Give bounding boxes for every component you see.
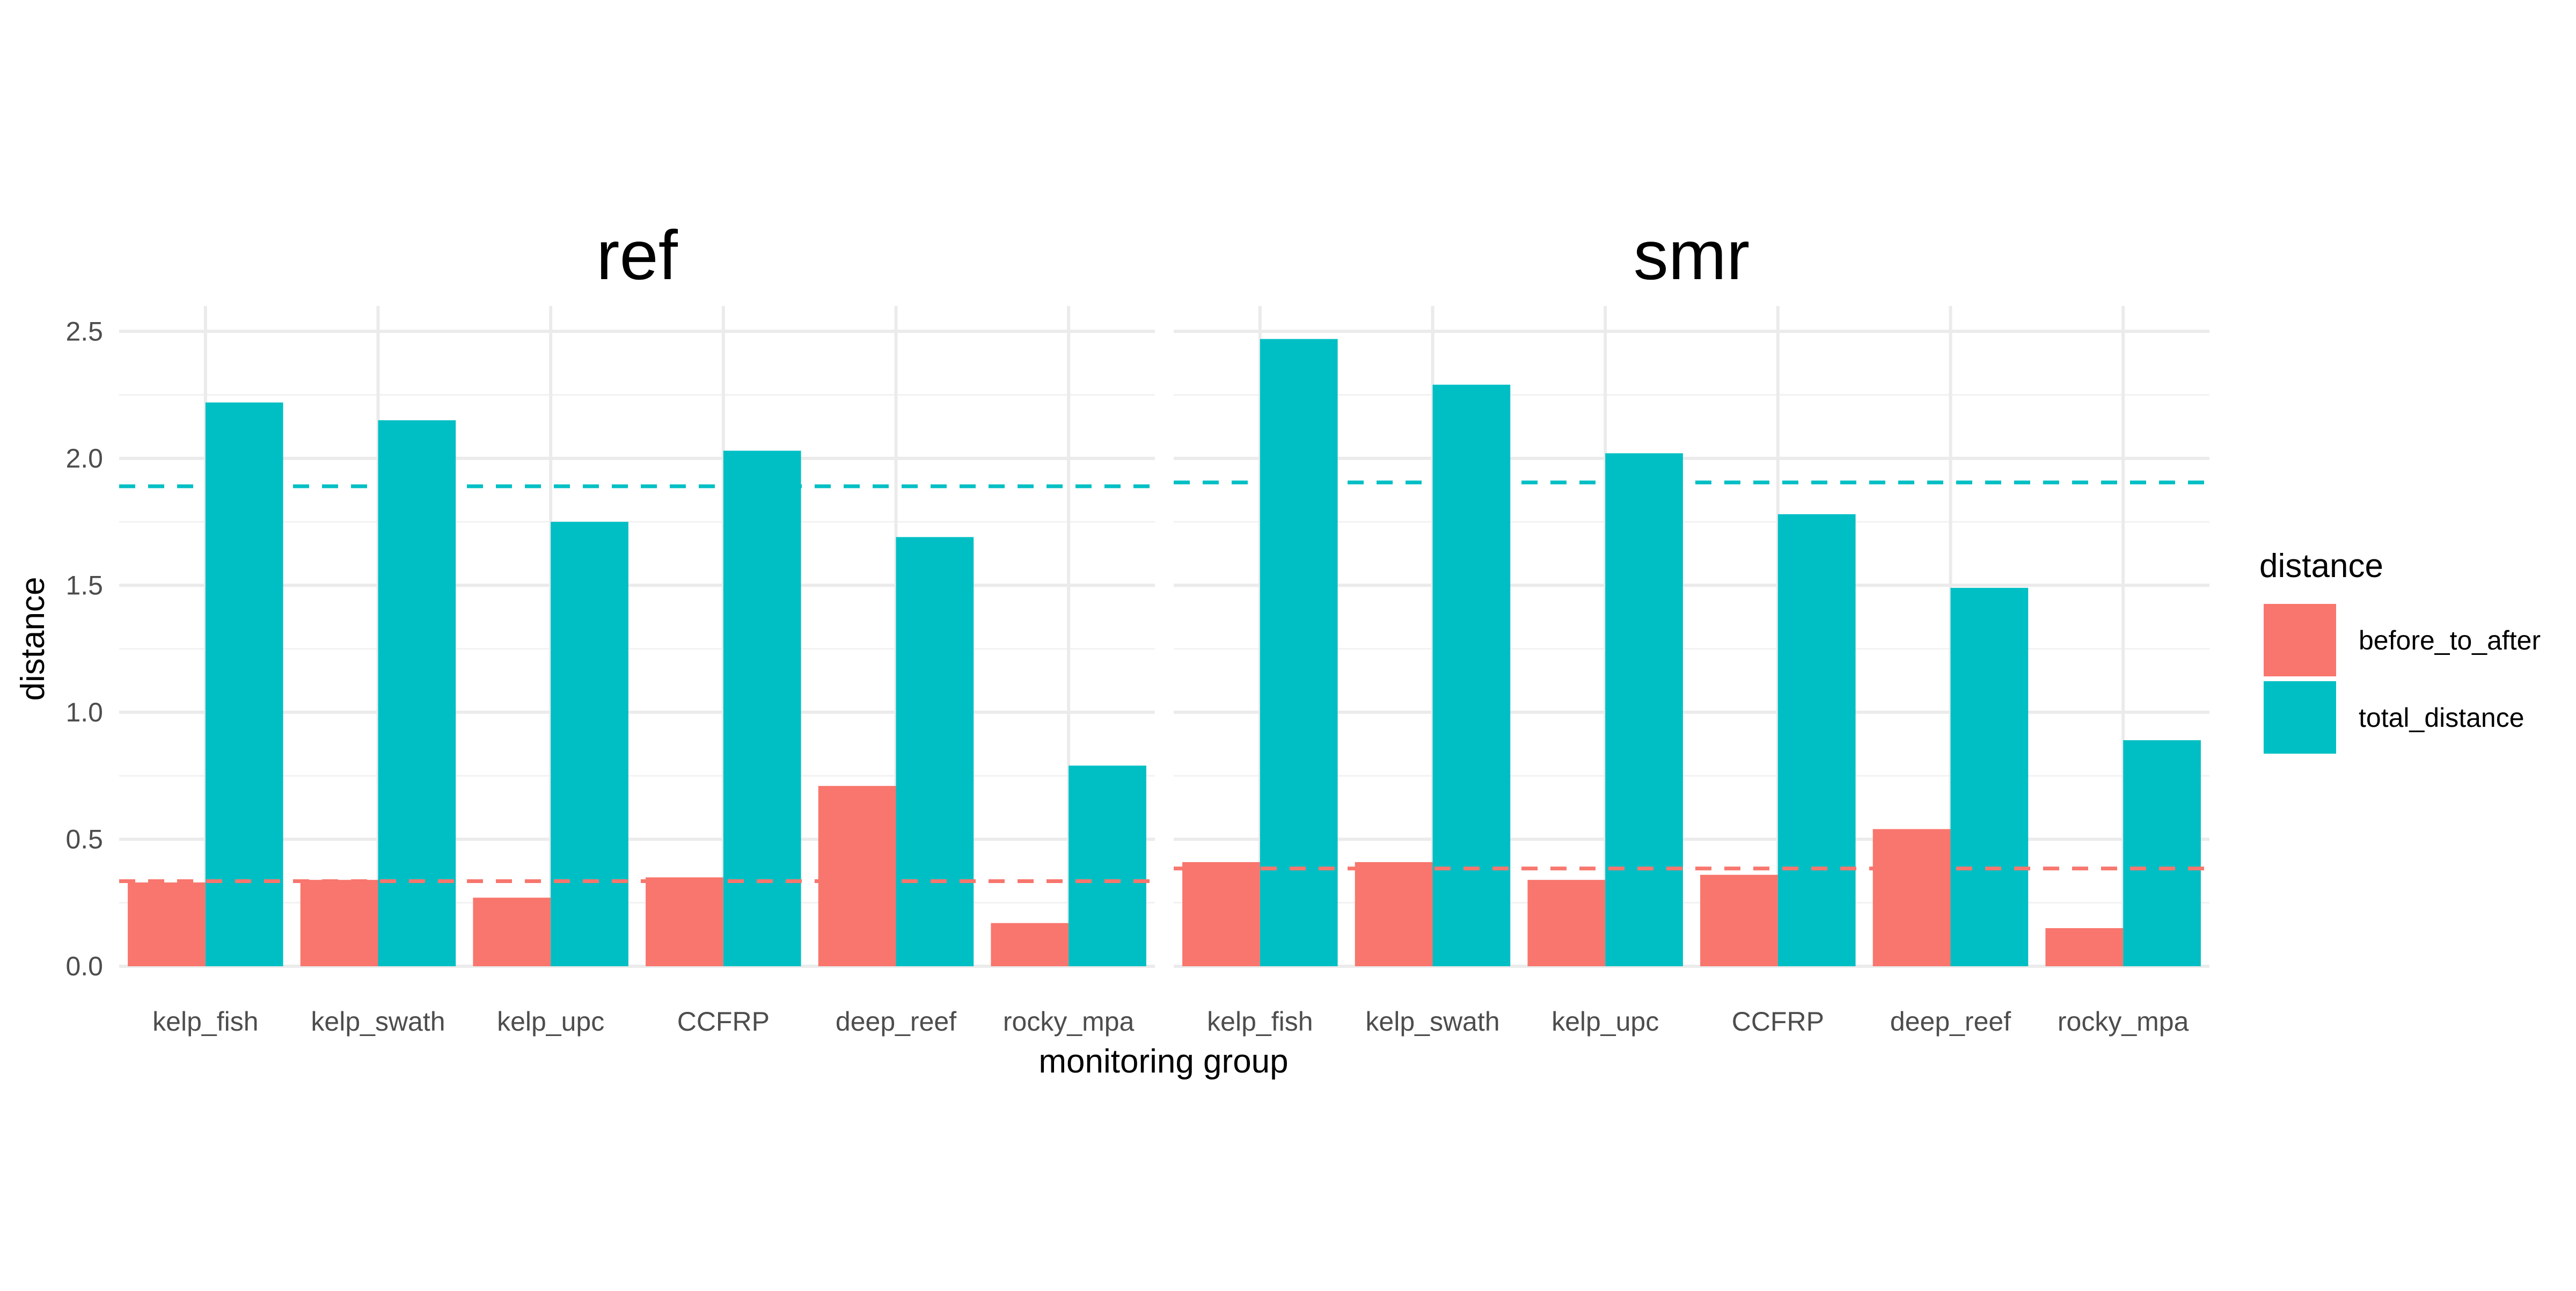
y-axis-title: distance bbox=[14, 577, 52, 701]
legend-title: distance bbox=[2259, 548, 2383, 585]
bar-smr-before_to_after-kelp_fish bbox=[1182, 862, 1260, 966]
bar-smr-before_to_after-CCFRP bbox=[1700, 874, 1778, 966]
legend-label-before_to_after: before_to_after bbox=[2359, 625, 2541, 655]
x-tick-label: kelp_upc bbox=[1552, 1006, 1659, 1037]
x-tick-label: kelp_fish bbox=[152, 1006, 258, 1037]
y-tick-label: 2.0 bbox=[65, 443, 103, 473]
bar-smr-before_to_after-rocky_mpa bbox=[2045, 928, 2124, 966]
x-tick-label: kelp_swath bbox=[1365, 1006, 1499, 1037]
bar-smr-before_to_after-kelp_upc bbox=[1527, 880, 1606, 966]
bar-ref-total_distance-rocky_mpa bbox=[1069, 765, 1146, 966]
x-axis-title: monitoring group bbox=[1038, 1043, 1288, 1080]
bar-ref-before_to_after-CCFRP bbox=[646, 877, 723, 966]
bar-smr-before_to_after-deep_reef bbox=[1872, 829, 1951, 966]
y-tick-label: 1.5 bbox=[65, 570, 103, 600]
x-tick-label: kelp_upc bbox=[497, 1006, 604, 1037]
x-tick-label: rocky_mpa bbox=[2058, 1006, 2189, 1037]
bar-smr-total_distance-deep_reef bbox=[1950, 588, 2029, 966]
x-tick-label: deep_reef bbox=[1890, 1006, 2011, 1037]
y-tick-label: 2.5 bbox=[65, 316, 103, 346]
bar-smr-total_distance-kelp_fish bbox=[1260, 339, 1338, 966]
x-tick-label: rocky_mpa bbox=[1003, 1006, 1135, 1037]
x-tick-label: deep_reef bbox=[836, 1006, 956, 1037]
bar-ref-before_to_after-deep_reef bbox=[818, 786, 896, 966]
bar-ref-before_to_after-kelp_fish bbox=[128, 882, 206, 966]
bar-ref-total_distance-kelp_fish bbox=[205, 402, 283, 966]
y-tick-label: 1.0 bbox=[65, 697, 103, 727]
bar-smr-before_to_after-kelp_swath bbox=[1355, 862, 1433, 966]
legend-key-total_distance bbox=[2264, 681, 2336, 754]
y-tick-label: 0.0 bbox=[65, 951, 103, 981]
bar-ref-total_distance-deep_reef bbox=[896, 537, 974, 966]
bar-smr-total_distance-kelp_swath bbox=[1432, 384, 1511, 967]
legend-label-total_distance: total_distance bbox=[2359, 703, 2524, 733]
bar-ref-before_to_after-kelp_swath bbox=[300, 880, 378, 966]
panel-title-smr: smr bbox=[1634, 216, 1750, 294]
y-tick-label: 0.5 bbox=[65, 824, 103, 854]
bar-smr-total_distance-rocky_mpa bbox=[2123, 740, 2201, 966]
x-tick-label: CCFRP bbox=[677, 1006, 770, 1037]
bar-ref-total_distance-kelp_upc bbox=[551, 522, 628, 966]
panel-title-ref: ref bbox=[596, 216, 678, 294]
x-tick-label: CCFRP bbox=[1732, 1006, 1824, 1037]
bar-smr-total_distance-CCFRP bbox=[1777, 514, 1856, 966]
bar-ref-total_distance-CCFRP bbox=[723, 450, 801, 966]
bar-ref-total_distance-kelp_swath bbox=[378, 420, 456, 966]
x-tick-label: kelp_swath bbox=[311, 1006, 445, 1037]
bar-ref-before_to_after-rocky_mpa bbox=[991, 923, 1069, 966]
bar-ref-before_to_after-kelp_upc bbox=[473, 898, 551, 966]
legend-key-before_to_after bbox=[2264, 604, 2336, 676]
x-tick-label: kelp_fish bbox=[1207, 1006, 1313, 1037]
bar-smr-total_distance-kelp_upc bbox=[1605, 453, 1683, 966]
